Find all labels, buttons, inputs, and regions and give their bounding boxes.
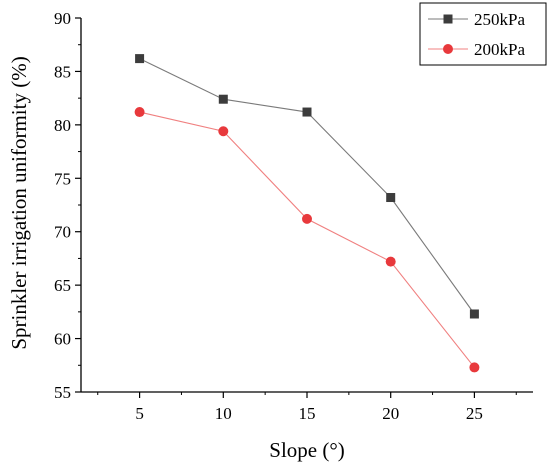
y-tick-label: 65 bbox=[54, 276, 71, 295]
legend-marker-200kPa bbox=[443, 44, 453, 54]
data-point-250kPa bbox=[135, 54, 145, 64]
y-axis-label: Sprinkler irrigation uniformity (%) bbox=[7, 56, 31, 349]
y-tick-label: 80 bbox=[54, 116, 71, 135]
data-point-250kPa bbox=[218, 94, 228, 104]
x-tick-label: 25 bbox=[466, 404, 483, 423]
data-point-250kPa bbox=[386, 193, 396, 203]
y-tick-label: 60 bbox=[54, 330, 71, 349]
x-tick-label: 10 bbox=[215, 404, 232, 423]
series-line-250kPa bbox=[139, 58, 475, 315]
x-tick-label: 15 bbox=[299, 404, 316, 423]
y-tick-label: 85 bbox=[54, 62, 71, 81]
data-point-200kPa bbox=[385, 256, 396, 267]
axes: 55 60 65 70 75 80 85 90 5 10 15 20 25 bbox=[54, 9, 533, 423]
data-point-200kPa bbox=[469, 362, 480, 373]
data-point-250kPa bbox=[469, 309, 479, 319]
y-tick-label: 90 bbox=[54, 9, 71, 28]
x-tick-label: 5 bbox=[135, 404, 144, 423]
y-tick-label: 75 bbox=[54, 169, 71, 188]
data-point-250kPa bbox=[302, 107, 312, 117]
legend-label: 250kPa bbox=[474, 10, 525, 29]
y-tick-label: 70 bbox=[54, 223, 71, 242]
legend: 250kPa 200kPa bbox=[419, 2, 547, 66]
series-line-200kPa bbox=[139, 111, 475, 368]
series-layer bbox=[134, 54, 480, 373]
legend-marker-250kPa bbox=[443, 14, 453, 24]
y-tick-label: 55 bbox=[54, 383, 71, 402]
legend-box bbox=[419, 2, 547, 66]
data-point-200kPa bbox=[218, 126, 229, 137]
x-axis-label: Slope (°) bbox=[269, 438, 344, 462]
data-point-200kPa bbox=[134, 107, 145, 118]
x-tick-label: 20 bbox=[382, 404, 399, 423]
legend-label: 200kPa bbox=[474, 40, 525, 59]
data-point-200kPa bbox=[302, 213, 312, 224]
